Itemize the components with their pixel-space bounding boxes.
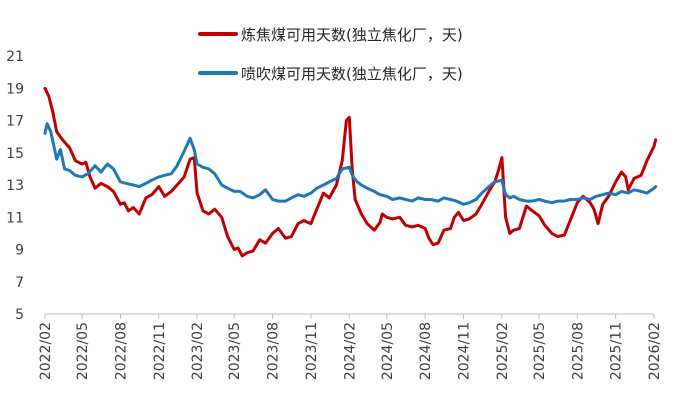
y-tick-label: 9 [15,243,24,259]
x-tick-label: 2024/02 [342,322,358,380]
y-tick-label: 17 [6,114,24,130]
x-axis: 2022/02 2022/05 2022/08 2022/11 2023/02 2023/… [38,313,663,380]
x-tick-label: 2026/02 [647,322,663,380]
y-tick-label: 15 [6,146,24,162]
x-tick-label: 2023/02 [190,322,206,380]
y-tick-label: 11 [6,210,24,226]
x-tick-label: 2023/11 [304,322,320,380]
x-tick-label: 2025/11 [609,322,625,380]
y-tick-label: 13 [6,178,24,194]
x-tick-label: 2025/05 [532,322,548,380]
x-tick-label: 2023/08 [266,322,282,380]
x-tick-label: 2022/11 [152,322,168,380]
x-tick-label: 2025/02 [495,322,511,380]
legend-label-2: 喷吹煤可用天数(独立焦化厂，天) [241,65,463,83]
x-tick-label: 2023/05 [227,322,243,380]
x-tick-label: 2022/08 [113,322,129,380]
legend: 炼焦煤可用天数(独立焦化厂，天) 喷吹煤可用天数(独立焦化厂，天) [198,26,463,83]
x-tick-label: 2022/02 [38,322,54,380]
series-line-1 [43,86,658,258]
y-tick-label: 21 [6,49,24,65]
y-tick-label: 7 [15,275,24,291]
x-tick-label: 2024/05 [380,322,396,380]
series-line-2 [43,122,658,206]
legend-label-1: 炼焦煤可用天数(独立焦化厂，天) [241,26,463,44]
x-tick-label: 2024/08 [418,322,434,380]
x-tick-label: 2024/11 [457,322,473,380]
x-tick-label: 2025/08 [570,322,586,380]
y-tick-label: 19 [6,81,24,97]
y-axis-ticks: 5 7 9 11 13 15 17 19 21 [6,49,24,323]
series-lines [43,86,658,258]
x-tick-label: 2022/05 [75,322,91,380]
y-tick-label: 5 [15,307,24,323]
